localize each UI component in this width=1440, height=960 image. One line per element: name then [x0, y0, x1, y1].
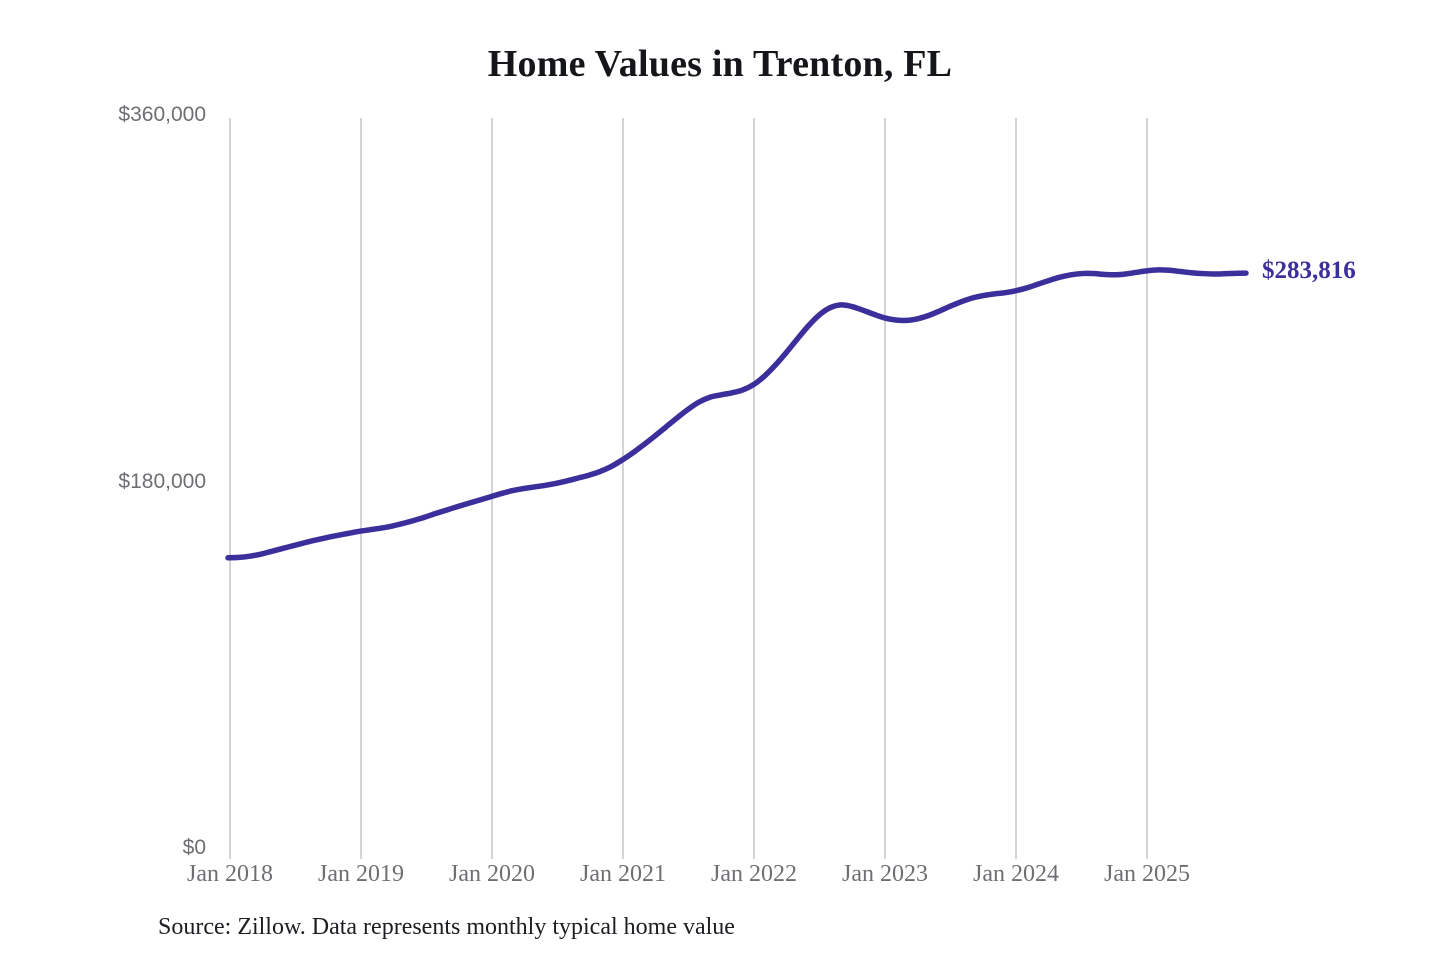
- x-tick-label-jan-2020: Jan 2020: [449, 861, 535, 887]
- page-title: Home Values in Trenton, FL: [487, 43, 953, 85]
- x-tick-marks-group: [229, 851, 1148, 859]
- y-tick-label-2: $360,000: [118, 103, 206, 126]
- end-value-annotation: $283,816: [1262, 257, 1356, 285]
- x-tick-label-jan-2025: Jan 2025: [1104, 861, 1190, 887]
- gridlines-group: [229, 118, 1148, 851]
- x-tick-label-jan-2024: Jan 2024: [973, 861, 1059, 887]
- x-tick-label-jan-2019: Jan 2019: [318, 861, 404, 887]
- source-note: Source: Zillow. Data represents monthly …: [158, 914, 735, 940]
- x-tick-label-jan-2018: Jan 2018: [187, 861, 273, 887]
- x-tick-label-jan-2022: Jan 2022: [711, 861, 797, 887]
- value-line-series: [225, 267, 1249, 561]
- y-tick-label-1: $180,000: [118, 470, 206, 493]
- x-tick-label-jan-2021: Jan 2021: [580, 861, 666, 887]
- x-tick-label-jan-2023: Jan 2023: [842, 861, 928, 887]
- y-tick-label-0: $0: [182, 836, 206, 859]
